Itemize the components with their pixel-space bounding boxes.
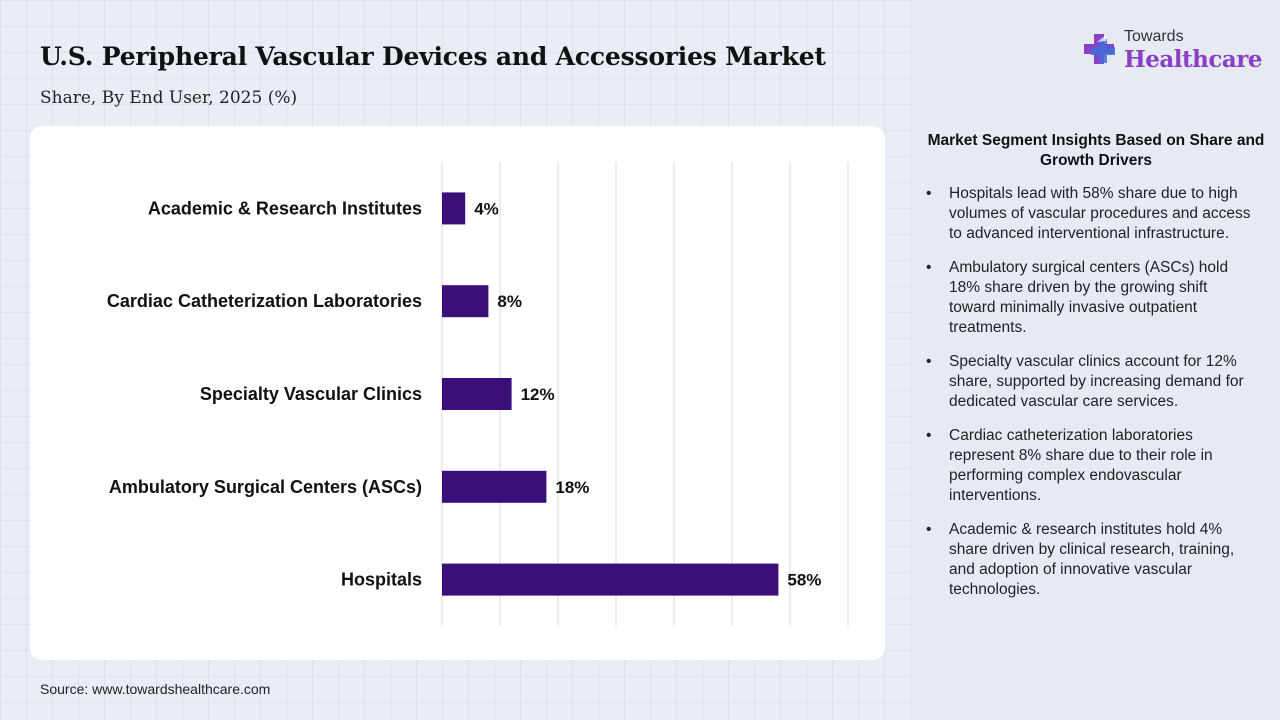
insight-item: • Specialty vascular clinics account for … xyxy=(926,352,1256,412)
data-label: 12% xyxy=(521,385,555,404)
medical-cross-icon xyxy=(1084,34,1115,64)
bullet: • xyxy=(926,259,932,276)
brand-logo: Towards Healthcare xyxy=(1080,26,1263,80)
insight-item: • Academic & research institutes hold 4% … xyxy=(926,520,1256,600)
bar xyxy=(442,378,512,410)
bar-chart: Academic & Research Institutes Cardiac Ca… xyxy=(107,162,849,626)
insights-list: • Hospitals lead with 58% share due to hi… xyxy=(926,184,1256,614)
category-label: Specialty Vascular Clinics xyxy=(200,384,422,404)
data-label: 4% xyxy=(474,199,499,218)
category-label: Academic & Research Institutes xyxy=(148,198,422,218)
bar xyxy=(442,192,466,225)
grid-lines xyxy=(441,162,849,626)
bullet: • xyxy=(926,185,932,202)
insight-item: • Hospitals lead with 58% share due to hi… xyxy=(926,184,1256,244)
brand-name-top: Towards xyxy=(1124,28,1184,45)
insights-panel: Towards Healthcare Market Segment Insigh… xyxy=(912,0,1280,720)
page-title: U.S. Peripheral Vascular Devices and Acc… xyxy=(40,42,826,71)
bar xyxy=(442,285,489,318)
insight-text: Specialty vascular clinics account for 1… xyxy=(949,353,1244,410)
bullet: • xyxy=(926,521,932,538)
data-label: 8% xyxy=(497,292,522,311)
data-label: 58% xyxy=(787,571,821,590)
insight-item: • Ambulatory surgical centers (ASCs) hold… xyxy=(926,258,1256,338)
data-label: 18% xyxy=(555,478,589,497)
page-subtitle: Share, By End User, 2025 (%) xyxy=(40,88,298,108)
insight-item: • Cardiac catheterization laboratories re… xyxy=(926,426,1256,506)
chart-card: Academic & Research Institutes Cardiac Ca… xyxy=(30,126,885,660)
insight-text: Ambulatory surgical centers (ASCs) hold … xyxy=(949,259,1229,336)
bullet: • xyxy=(926,353,932,370)
insight-text: Cardiac catheterization laboratories rep… xyxy=(949,427,1213,504)
category-labels: Academic & Research Institutes Cardiac Ca… xyxy=(107,198,422,589)
value-labels: 4% 8% 12% 18% 58% xyxy=(474,199,821,589)
brand-name-bottom: Healthcare xyxy=(1124,46,1263,73)
bar xyxy=(442,470,547,503)
category-label: Cardiac Catheterization Laboratories xyxy=(107,291,422,311)
bar xyxy=(442,563,779,596)
bars xyxy=(442,192,779,596)
insight-text: Academic & research institutes hold 4% s… xyxy=(949,521,1235,598)
source-note: Source: www.towardshealthcare.com xyxy=(40,681,271,697)
panel-heading: Market Segment Insights Based on Share a… xyxy=(927,132,1265,169)
bullet: • xyxy=(926,427,932,444)
category-label: Hospitals xyxy=(341,570,422,590)
category-label: Ambulatory Surgical Centers (ASCs) xyxy=(109,477,422,497)
main-area: U.S. Peripheral Vascular Devices and Acc… xyxy=(30,42,885,697)
insight-text: Hospitals lead with 58% share due to hig… xyxy=(949,185,1251,242)
